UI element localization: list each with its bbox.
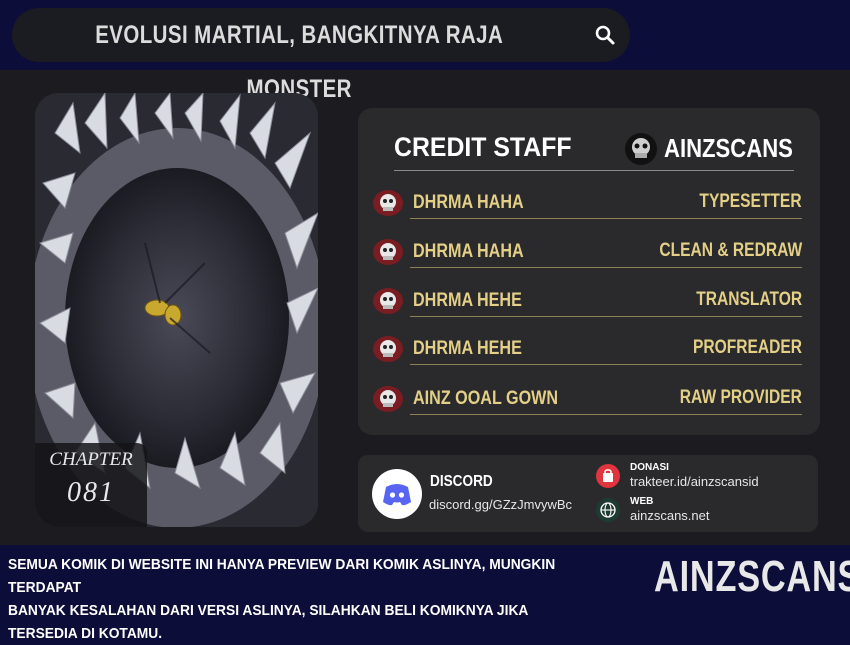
staff-avatar [373, 386, 403, 412]
staff-name: DHRMA HEHE [413, 290, 522, 311]
staff-avatar [373, 288, 403, 314]
discord-url[interactable]: discord.gg/GZzJmvywBc [429, 497, 573, 512]
credit-row: AINZ OOAL GOWN RAW PROVIDER [372, 382, 802, 418]
web-url[interactable]: ainzscans.net [630, 508, 710, 523]
series-title: EVOLUSI MARTIAL, BANGKITNYA RAJA MONSTER [95, 21, 504, 103]
staff-avatar [373, 239, 403, 265]
credit-row: DHRMA HAHA CLEAN & REDRAW [372, 235, 802, 271]
web-label: WEB [630, 496, 654, 507]
staff-name: AINZ OOAL GOWN [413, 388, 559, 409]
credit-row: DHRMA HEHE TRANSLATOR [372, 284, 802, 320]
chapter-badge: CHAPTER 081 [35, 443, 147, 527]
staff-role: CLEAN & REDRAW [659, 240, 802, 261]
staff-name: DHRMA HAHA [413, 241, 524, 262]
row-underline [410, 316, 802, 317]
staff-avatar [373, 336, 403, 362]
web-icon[interactable] [596, 498, 620, 522]
discord-icon[interactable] [372, 469, 422, 519]
donasi-icon[interactable] [596, 464, 620, 488]
row-underline [410, 414, 802, 415]
search-bar[interactable]: EVOLUSI MARTIAL, BANGKITNYA RAJA MONSTER [12, 8, 630, 103]
donasi-url[interactable]: trakteer.id/ainzscansid [630, 474, 759, 489]
footer-line: SEMUA KOMIK DI WEBSITE INI HANYA PREVIEW… [8, 556, 556, 596]
brand-icon [625, 133, 657, 165]
chapter-number: 081 [67, 477, 115, 508]
credit-title: CREDIT STAFF [394, 132, 572, 162]
credit-row: DHRMA HEHE PROFREADER [372, 332, 802, 368]
staff-name: DHRMA HAHA [413, 192, 524, 213]
footer-notice: SEMUA KOMIK DI WEBSITE INI HANYA PREVIEW… [8, 553, 597, 645]
credit-row: DHRMA HAHA TYPESETTER [372, 186, 802, 222]
page: EVOLUSI MARTIAL, BANGKITNYA RAJA MONSTER [0, 8, 850, 642]
donasi-label: DONASI [630, 462, 669, 473]
divider [394, 170, 794, 171]
chapter-label: CHAPTER [49, 449, 133, 470]
staff-role: TYPESETTER [699, 191, 802, 212]
footer-brand: AINZSCANS [654, 552, 850, 601]
row-underline [410, 218, 802, 219]
staff-avatar [373, 190, 403, 216]
row-underline [410, 364, 802, 365]
search-button[interactable] [592, 22, 618, 48]
staff-name: DHRMA HEHE [413, 338, 522, 359]
row-underline [410, 267, 802, 268]
social-panel: DISCORD discord.gg/GZzJmvywBc DONASI tra… [358, 455, 818, 532]
credit-brand: AINZSCANS [664, 133, 793, 163]
credit-panel: CREDIT STAFF AINZSCANS DHRMA HAHA TYPESET… [358, 108, 820, 435]
cover-image: CHAPTER 081 [35, 93, 318, 527]
staff-role: RAW PROVIDER [679, 387, 802, 408]
staff-role: TRANSLATOR [696, 289, 802, 310]
staff-role: PROFREADER [692, 337, 802, 358]
discord-label: DISCORD [430, 473, 493, 490]
